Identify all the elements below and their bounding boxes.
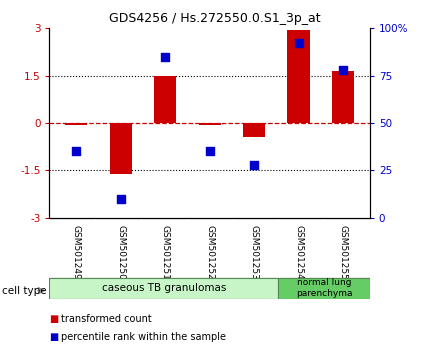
Bar xyxy=(243,123,265,137)
Text: transformed count: transformed count xyxy=(61,314,152,324)
Point xyxy=(206,149,213,154)
Bar xyxy=(49,278,278,299)
Text: percentile rank within the sample: percentile rank within the sample xyxy=(61,332,227,342)
Text: GSM501255: GSM501255 xyxy=(338,225,347,280)
Text: GSM501252: GSM501252 xyxy=(205,225,214,280)
Bar xyxy=(154,76,176,123)
Bar xyxy=(332,71,354,123)
Bar xyxy=(288,30,310,123)
Text: normal lung
parenchyma: normal lung parenchyma xyxy=(296,279,352,298)
Text: ■: ■ xyxy=(49,314,59,324)
Point xyxy=(117,196,124,202)
Point xyxy=(73,149,80,154)
Bar xyxy=(278,278,370,299)
Bar xyxy=(199,123,221,125)
Text: GDS4256 / Hs.272550.0.S1_3p_at: GDS4256 / Hs.272550.0.S1_3p_at xyxy=(109,12,321,25)
Point xyxy=(251,162,258,167)
Text: GSM501254: GSM501254 xyxy=(294,225,303,280)
Text: GSM501251: GSM501251 xyxy=(161,225,169,280)
Bar xyxy=(110,123,132,173)
Text: ■: ■ xyxy=(49,332,59,342)
Text: GSM501253: GSM501253 xyxy=(250,225,258,280)
Point xyxy=(162,54,169,59)
Bar xyxy=(65,123,87,125)
Text: caseous TB granulomas: caseous TB granulomas xyxy=(101,283,226,293)
Text: GSM501250: GSM501250 xyxy=(116,225,125,280)
Point xyxy=(295,41,302,46)
Text: cell type: cell type xyxy=(2,286,47,296)
Point xyxy=(340,67,347,73)
Text: GSM501249: GSM501249 xyxy=(72,225,81,280)
